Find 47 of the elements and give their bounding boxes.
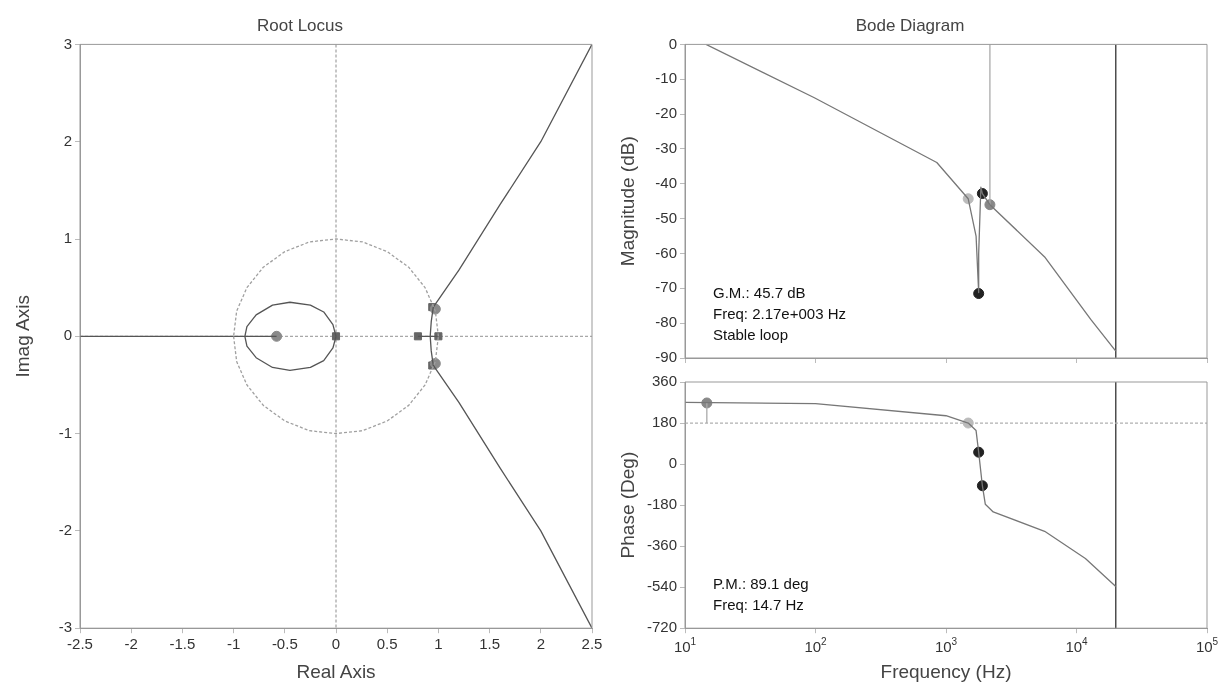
y-tick-label: -30: [655, 139, 677, 157]
y-tick-label: -90: [655, 348, 677, 366]
annotation: Freq: 2.17e+003 Hz: [713, 305, 847, 322]
y-tick-label: 3: [63, 34, 72, 52]
x-axis-title: Real Axis: [296, 660, 376, 682]
y-tick-label: -60: [655, 243, 677, 261]
y-tick-label: -720: [646, 618, 677, 636]
y-tick-label: -1: [58, 423, 72, 441]
y-tick-label: -3: [58, 618, 72, 636]
y-axis-title: Imag Axis: [11, 295, 33, 378]
annotation: Freq: 14.7 Hz: [713, 596, 804, 614]
y-tick-label: 360: [651, 372, 677, 390]
x-tick-label: -1.5: [169, 635, 196, 653]
chart-title: Bode Diagram: [855, 15, 965, 35]
y-tick-label: -40: [655, 173, 677, 191]
x-tick-label: -2: [124, 635, 138, 653]
chart-title: Root Locus: [257, 15, 343, 35]
y-tick-label: -10: [655, 69, 677, 87]
annotation: P.M.: 89.1 deg: [713, 575, 809, 593]
y-tick-label: -180: [646, 495, 677, 513]
x-axis-title: Frequency (Hz): [880, 660, 1012, 682]
y-axis-title: Phase (Deg): [616, 451, 638, 559]
x-tick-label: 1: [434, 635, 443, 653]
y-tick-label: -540: [646, 577, 677, 595]
y-tick-label: -50: [655, 208, 677, 226]
y-axis-title: Magnitude (dB): [616, 136, 638, 267]
y-tick-label: -360: [646, 536, 677, 554]
x-tick-label: 0.5: [376, 635, 398, 653]
x-tick-label: -2.5: [67, 635, 93, 653]
x-tick-label: 2: [536, 635, 545, 653]
y-tick-label: 1: [63, 229, 72, 247]
y-tick-label: 0: [668, 34, 677, 52]
y-tick-label: -80: [655, 313, 677, 331]
y-tick-label: 2: [63, 131, 72, 149]
y-tick-label: -20: [655, 104, 677, 122]
annotation: Stable loop: [713, 326, 789, 343]
y-tick-label: 0: [668, 454, 677, 472]
x-tick-label: 2.5: [581, 635, 603, 653]
annotation: G.M.: 45.7 dB: [713, 284, 806, 301]
x-tick-label: 0: [331, 635, 341, 653]
y-tick-label: -70: [655, 278, 677, 296]
x-tick-label: 1.5: [479, 635, 501, 653]
x-tick-label: -1: [226, 635, 241, 653]
y-tick-label: -2: [58, 521, 72, 539]
x-tick-label: -0.5: [271, 635, 298, 653]
y-tick-label: 180: [651, 413, 677, 431]
y-tick-label: 0: [63, 326, 72, 344]
